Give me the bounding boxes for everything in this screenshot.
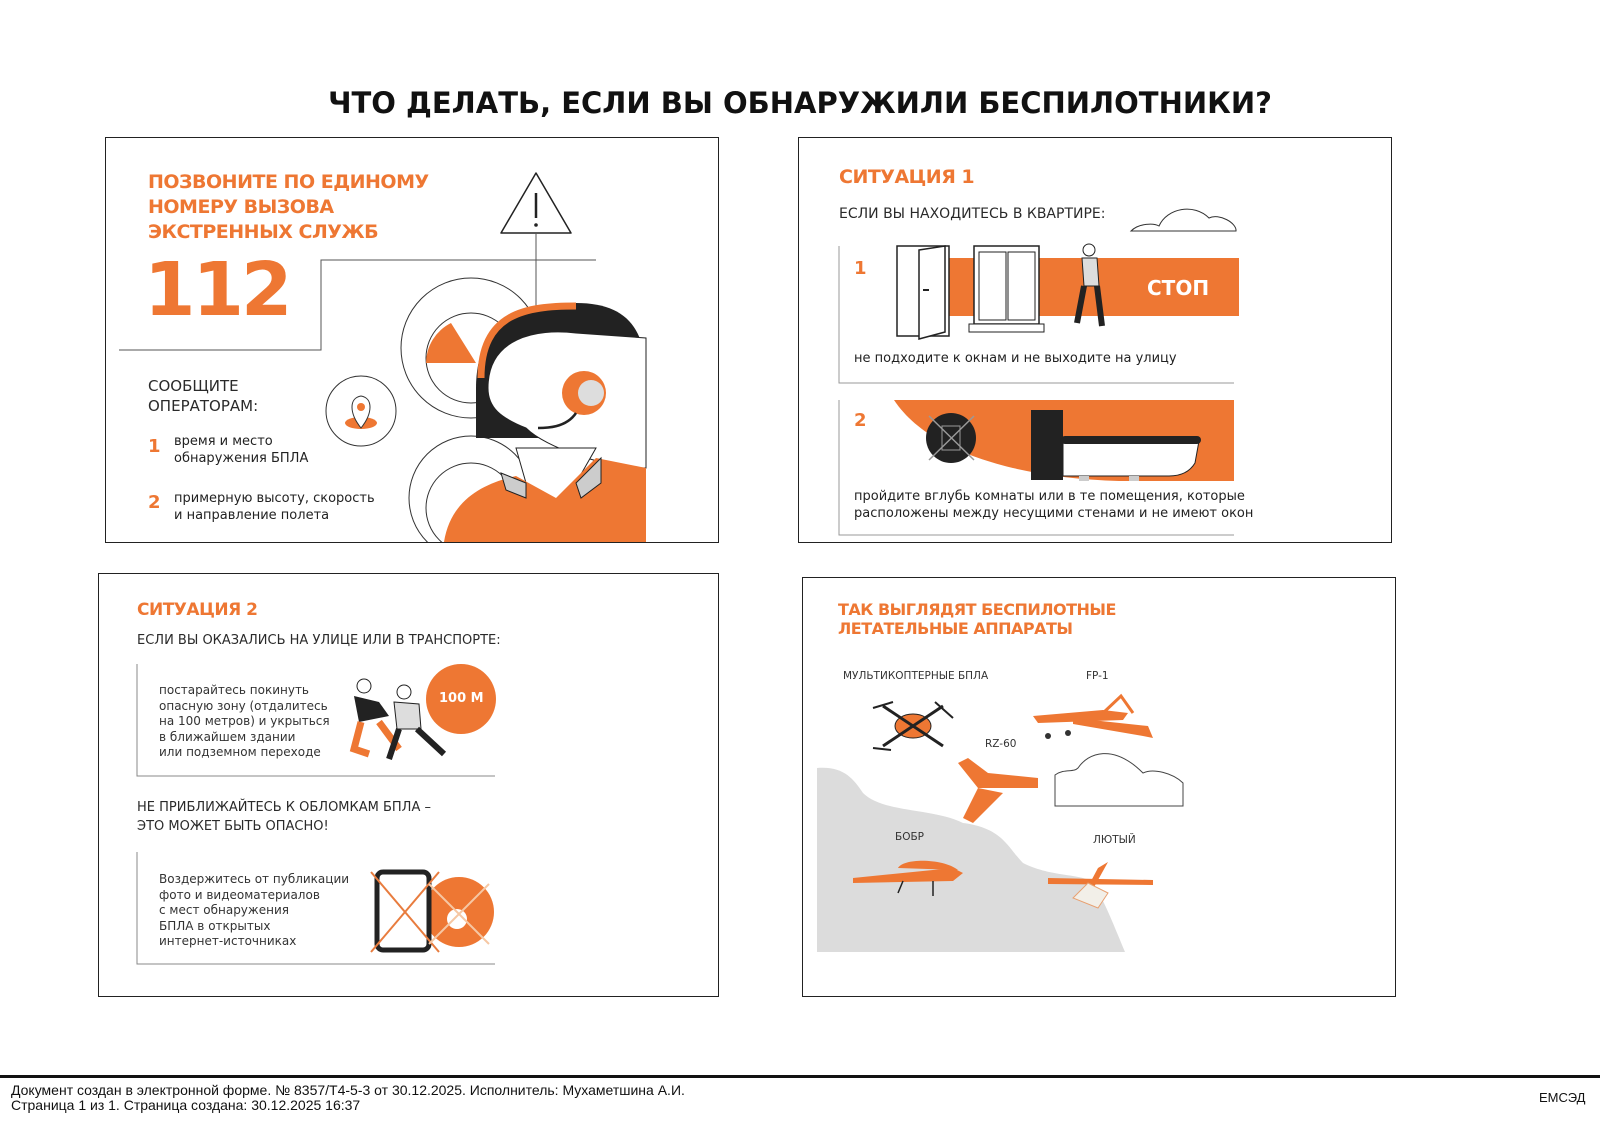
situation2-heading: СИТУАЦИЯ 2 [137,600,258,620]
block2-text: интернет-источниках [159,934,297,948]
label-bobr: БОБР [895,831,925,843]
step1-text: не подходите к окнам и не выходите на ул… [854,351,1177,366]
apartment-illustration [838,208,1239,536]
footer-document-info: Документ создан в электронной форме. № 8… [11,1082,685,1098]
bobr-drone-icon [853,860,963,896]
running-people-icon [349,678,447,760]
drones-heading: ЛЕТАТЕЛЬНЫЕ АППАРАТЫ [838,619,1073,638]
situation1-heading: СИТУАЦИЯ 1 [839,166,975,188]
emergency-number: 112 [144,247,292,333]
panel-drone-types: ТАК ВЫГЛЯДЯТ БЕСПИЛОТНЫЕ ЛЕТАТЕЛЬНЫЕ АПП… [802,577,1396,997]
window-icon [968,245,1045,333]
block1-text: или подземном переходе [159,745,321,759]
call-heading-line: НОМЕРУ ВЫЗОВА [148,196,334,218]
label-lyuty: ЛЮТЫЙ [1093,834,1136,846]
footer-system-name: ЕМСЭД [1539,1090,1586,1105]
debris-warning: ЭТО МОЖЕТ БЫТЬ ОПАСНО! [137,819,329,834]
call-heading-line: ПОЗВОНИТЕ ПО ЕДИНОМУ [148,171,429,193]
block2-text: фото и видеоматериалов [159,887,320,902]
call-heading-line: ЭКСТРЕННЫХ СЛУЖБ [148,221,379,243]
item-text: обнаружения БПЛА [174,451,309,466]
bathtub-icon [1031,410,1201,481]
location-pin-icon [325,375,397,447]
report-heading: ОПЕРАТОРАМ: [148,397,259,415]
footer-page-info: Страница 1 из 1. Страница создана: 30.12… [11,1097,361,1113]
panel-call-112: ПОЗВОНИТЕ ПО ЕДИНОМУ НОМЕРУ ВЫЗОВА ЭКСТР… [105,137,719,543]
multicopter-drone-icon [872,701,954,751]
cloud-icon [1129,208,1237,232]
street-illustration [136,664,496,965]
block1-text: опасную зону (отдалитесь [159,698,328,713]
label-multicopter: МУЛЬТИКОПТЕРНЫЕ БПЛА [843,670,989,682]
block1-text: постарайтесь покинуть [159,683,309,697]
debris-warning: НЕ ПРИБЛИЖАЙТЕСЬ К ОБЛОМКАМ БПЛА – [137,800,431,815]
footer-divider [0,1075,1600,1078]
fp1-drone-icon [1033,693,1153,739]
block2-text: с мест обнаружения [159,903,289,917]
report-heading: СООБЩИТЕ [148,377,239,395]
item-text: и направление полета [174,508,330,523]
step-number: 2 [854,410,867,431]
stop-badge: СТОП [1147,276,1210,300]
situation2-subheading: ЕСЛИ ВЫ ОКАЗАЛИСЬ НА УЛИЦЕ ИЛИ В ТРАНСПО… [137,633,501,648]
page-title: ЧТО ДЕЛАТЬ, ЕСЛИ ВЫ ОБНАРУЖИЛИ БЕСПИЛОТН… [328,86,1272,120]
item-number: 2 [148,492,161,513]
block2-text: БПЛА в открытых [159,918,271,933]
door-icon [896,245,950,340]
cloud-icon [1054,753,1184,807]
item-text: примерную высоту, скорость [174,491,375,506]
label-rz60: RZ-60 [985,738,1017,750]
step2-text: расположены между несущими стенами и не … [854,506,1254,521]
item-number: 1 [148,436,161,457]
panel-situation-1: СИТУАЦИЯ 1 ЕСЛИ ВЫ НАХОДИТЕСЬ В КВАРТИРЕ… [798,137,1392,543]
drones-heading: ТАК ВЫГЛЯДЯТ БЕСПИЛОТНЫЕ [838,600,1116,619]
operator-illustration [119,172,647,542]
block2-text: Воздержитесь от публикации [159,872,350,886]
step2-text: пройдите вглубь комнаты или в те помещен… [854,489,1245,504]
warning-triangle-icon [500,172,572,234]
block1-text: в ближайшем здании [159,729,296,744]
step-number: 1 [854,258,867,279]
item-text: время и место [174,434,273,449]
situation1-subheading: ЕСЛИ ВЫ НАХОДИТЕСЬ В КВАРТИРЕ: [839,206,1106,222]
panel-situation-2: СИТУАЦИЯ 2 ЕСЛИ ВЫ ОКАЗАЛИСЬ НА УЛИЦЕ ИЛ… [98,573,719,997]
block1-text: на 100 метров) и укрыться [159,714,330,728]
walking-man-icon [1074,243,1105,327]
no-photo-icon [370,869,490,953]
distance-badge: 100 М [439,691,484,706]
lyuty-drone-icon [1048,862,1153,909]
drones-illustration [817,693,1184,952]
label-fp1: FP-1 [1086,670,1109,682]
no-window-icon [926,413,976,463]
rz60-drone-icon [958,758,1038,823]
